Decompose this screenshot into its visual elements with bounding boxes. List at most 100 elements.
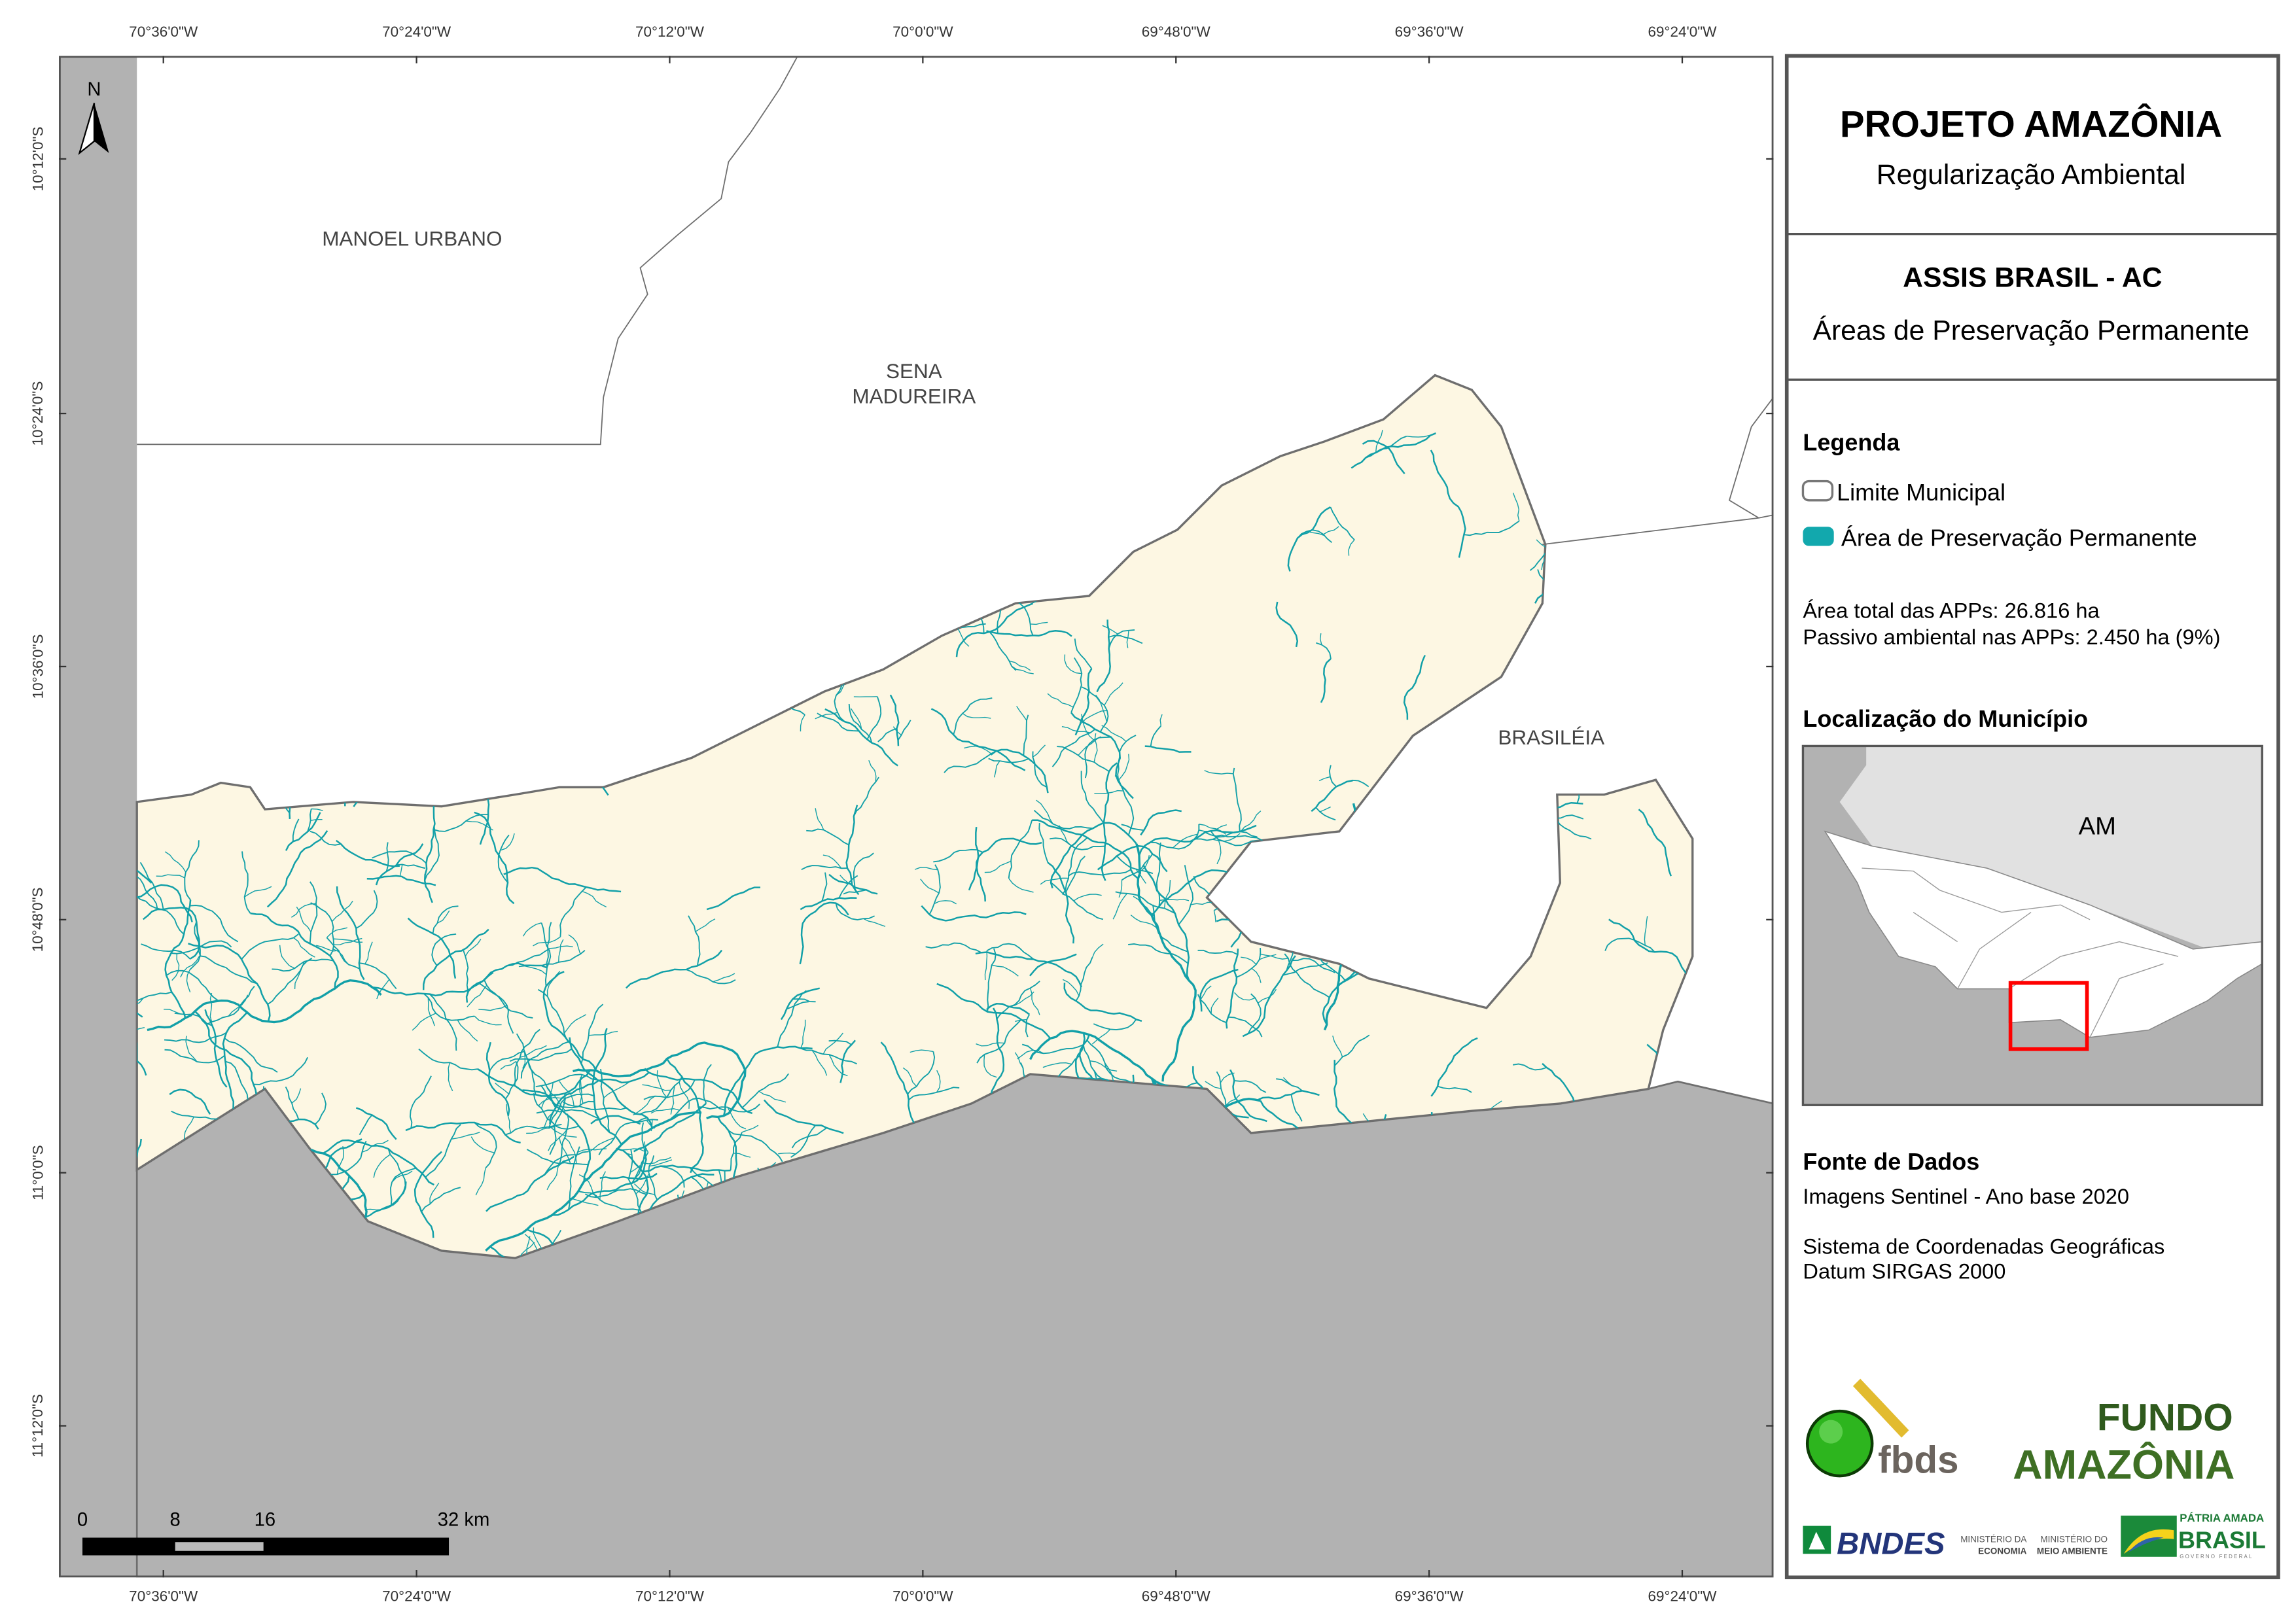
- river-line: [1362, 440, 1405, 474]
- river-line: [828, 1054, 848, 1077]
- river-line: [1108, 635, 1143, 644]
- river-line: [1008, 820, 1033, 879]
- river-line: [474, 1122, 497, 1168]
- river-line: [1114, 775, 1135, 836]
- river-line: [599, 1171, 607, 1200]
- river-line: [1204, 770, 1233, 775]
- longitude-tick-label: 70°36'0"W: [129, 1588, 198, 1604]
- river-line: [1334, 1034, 1370, 1066]
- river-line: [431, 933, 457, 966]
- river-line: [414, 1151, 442, 1238]
- river-line: [996, 981, 1040, 1020]
- river-line: [688, 915, 701, 966]
- river-line: [573, 1041, 747, 1120]
- river-line: [156, 874, 185, 879]
- river-line: [1276, 1078, 1303, 1092]
- river-line: [399, 864, 403, 877]
- river-line: [520, 1041, 569, 1079]
- river-line: [463, 950, 469, 997]
- river-line: [1512, 493, 1520, 521]
- river-line: [584, 1188, 647, 1198]
- river-line: [526, 1149, 588, 1165]
- river-line: [296, 906, 311, 933]
- river-line: [988, 758, 1029, 763]
- acre-state: [1824, 830, 2263, 1038]
- river-line: [936, 1070, 941, 1093]
- river-line: [185, 1036, 198, 1062]
- river-line: [206, 985, 255, 1025]
- legend-swatch-app: [1803, 527, 1834, 546]
- river-line: [188, 943, 271, 1022]
- river-line: [432, 905, 459, 934]
- river-line: [1025, 1014, 1031, 1038]
- governo-text: GOVERNO FEDERAL: [2180, 1554, 2253, 1560]
- river-line: [479, 983, 514, 1034]
- river-line: [1251, 968, 1262, 983]
- project-subtitle: Regularização Ambiental: [1877, 159, 2186, 190]
- river-line: [1318, 776, 1331, 782]
- river-line: [1311, 780, 1353, 812]
- longitude-tick-label: 70°0'0"W: [892, 1588, 953, 1604]
- river-line: [1197, 949, 1238, 956]
- fbds-text: fbds: [1878, 1439, 1958, 1482]
- river-line: [1050, 882, 1104, 920]
- river-line: [633, 1096, 656, 1116]
- longitude-tick-label: 70°0'0"W: [892, 24, 953, 40]
- river-line: [1259, 954, 1277, 960]
- river-line: [334, 937, 362, 946]
- river-line: [533, 936, 561, 947]
- river-line: [241, 851, 251, 914]
- river-line: [1104, 682, 1123, 706]
- river-line: [1047, 693, 1074, 708]
- river-line: [362, 1140, 389, 1153]
- ministry-text: ECONOMIA: [1978, 1546, 2026, 1556]
- longitude-tick-label: 69°48'0"W: [1142, 24, 1211, 40]
- river-line: [184, 840, 200, 901]
- longitude-tick-label: 69°24'0"W: [1648, 24, 1717, 40]
- river-line: [928, 864, 941, 915]
- river-line: [164, 1049, 225, 1064]
- river-line: [497, 834, 510, 884]
- river-line: [1040, 877, 1069, 885]
- label-manoel-urbano: MANOEL URBANO: [322, 227, 502, 251]
- river-line: [1009, 660, 1031, 671]
- river-line: [944, 750, 997, 773]
- river-line: [166, 969, 219, 1002]
- river-line: [1227, 1016, 1263, 1038]
- river-line: [1351, 432, 1436, 469]
- river-line: [985, 1003, 1030, 1015]
- longitude-tick-label: 69°24'0"W: [1648, 1588, 1717, 1604]
- river-line: [600, 1068, 610, 1132]
- longitude-tick-label: 69°36'0"W: [1395, 1588, 1464, 1604]
- river-line: [137, 1027, 145, 1038]
- main-map: MANOEL URBANO SENA MADUREIRA BRASILÉIA N…: [59, 56, 1774, 1578]
- river-line: [644, 1164, 731, 1173]
- river-line: [920, 879, 940, 894]
- river-line: [853, 777, 879, 817]
- river-line: [253, 1056, 308, 1085]
- river-line: [853, 852, 874, 890]
- river-line: [975, 951, 1082, 988]
- river-line: [1210, 998, 1219, 1014]
- river-line: [824, 708, 898, 767]
- river-line: [387, 1148, 406, 1206]
- river-line: [1150, 725, 1161, 747]
- river-line: [1241, 956, 1257, 965]
- map-theme: Áreas de Preservação Permanente: [1812, 315, 2249, 347]
- river-line: [1247, 993, 1262, 1034]
- river-line: [548, 1093, 595, 1129]
- river-line: [1080, 714, 1094, 741]
- river-line: [1032, 751, 1048, 788]
- river-line: [877, 727, 897, 742]
- river-line: [698, 1104, 760, 1113]
- river-line: [1097, 845, 1168, 873]
- river-line: [421, 1187, 461, 1212]
- river-line: [968, 837, 1042, 891]
- river-line: [880, 1041, 915, 1140]
- river-line: [137, 861, 152, 884]
- river-line: [548, 1128, 568, 1151]
- latitude-tick-label: 10°24'0"S: [29, 381, 46, 446]
- river-line: [582, 890, 607, 908]
- river-line: [429, 993, 457, 1051]
- graticule-labels: 70°36'0"W 70°36'0"W 70°24'0"W 70°24'0"W 70°1…: [29, 24, 1774, 1604]
